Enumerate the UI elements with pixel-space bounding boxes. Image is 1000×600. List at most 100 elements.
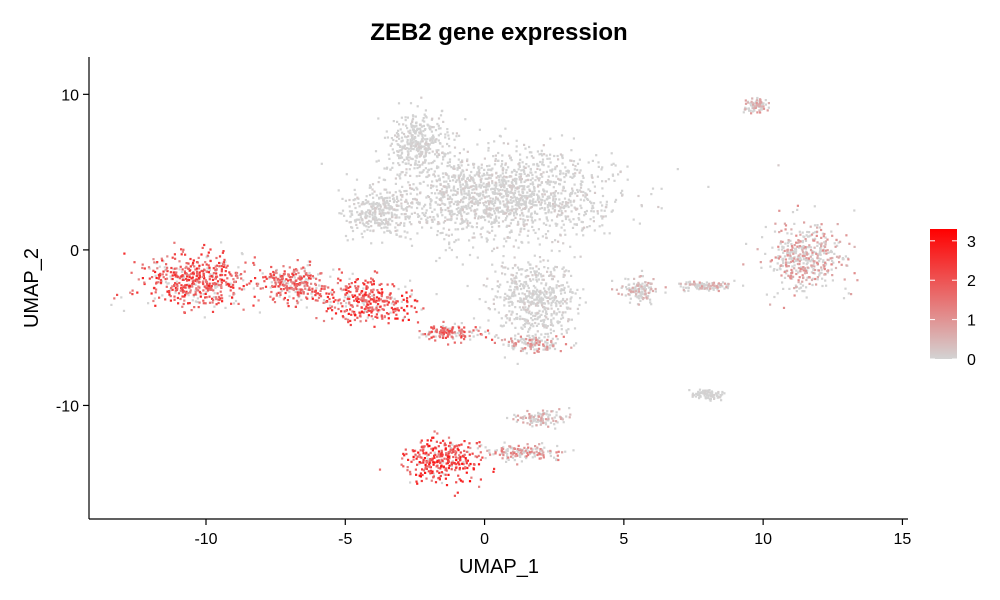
cell-point xyxy=(360,306,363,309)
cell-point xyxy=(517,187,520,190)
cell-point xyxy=(505,321,508,324)
cell-point xyxy=(547,165,550,168)
cell-point xyxy=(170,277,173,281)
cell-point xyxy=(500,192,503,195)
cell-point xyxy=(378,299,381,302)
cell-point xyxy=(742,284,745,287)
cell-point xyxy=(445,187,448,190)
cell-point xyxy=(524,306,527,309)
cell-point xyxy=(827,259,831,262)
cell-point xyxy=(207,251,210,254)
cell-point xyxy=(508,304,511,307)
cell-point xyxy=(518,318,522,321)
cell-point xyxy=(447,451,450,454)
cell-point xyxy=(429,198,432,201)
cell-point xyxy=(533,341,536,344)
cell-point xyxy=(541,235,544,238)
cell-point xyxy=(518,280,521,283)
cell-point xyxy=(465,462,468,465)
cell-point xyxy=(360,310,363,313)
cell-point xyxy=(360,203,363,206)
cell-point xyxy=(367,219,371,222)
cell-point xyxy=(372,283,375,286)
cell-point xyxy=(432,216,435,219)
cell-point xyxy=(279,291,282,294)
cell-point xyxy=(184,277,187,281)
cell-point xyxy=(538,168,542,171)
cell-point xyxy=(446,194,449,197)
cell-point xyxy=(608,232,611,235)
cell-point xyxy=(515,196,518,199)
cell-point xyxy=(306,288,309,291)
cell-point xyxy=(346,318,350,321)
cell-point xyxy=(143,281,146,284)
cell-point xyxy=(484,336,488,339)
cell-point xyxy=(303,285,306,288)
cell-point xyxy=(542,171,545,174)
cell-point xyxy=(405,168,408,171)
cell-point xyxy=(550,322,553,325)
cell-point xyxy=(406,139,409,142)
cell-point xyxy=(380,282,383,286)
cell-point xyxy=(214,268,217,272)
cell-point xyxy=(513,288,516,291)
cell-point xyxy=(515,201,518,204)
cell-point xyxy=(488,201,491,204)
cell-point xyxy=(515,272,518,275)
cell-point xyxy=(532,420,535,423)
cell-point xyxy=(399,173,402,176)
cell-point xyxy=(369,281,372,284)
cell-point xyxy=(539,198,542,201)
cell-point xyxy=(493,467,496,470)
cell-point xyxy=(197,267,201,270)
cell-point xyxy=(488,231,491,234)
cell-point xyxy=(187,291,190,295)
cell-point xyxy=(518,268,521,271)
cell-point xyxy=(368,186,371,189)
cell-point xyxy=(509,285,512,288)
cell-point xyxy=(176,287,179,290)
cell-point xyxy=(281,275,284,278)
cell-point xyxy=(193,306,196,309)
cell-point xyxy=(458,166,461,169)
cell-point xyxy=(519,230,522,233)
cell-point xyxy=(427,453,430,456)
cell-point xyxy=(455,444,459,448)
cell-point xyxy=(407,147,410,150)
cell-point xyxy=(383,223,386,226)
cell-point xyxy=(411,187,414,190)
cell-point xyxy=(484,189,487,192)
cell-point xyxy=(418,462,421,465)
cell-point xyxy=(405,291,408,294)
cell-point xyxy=(496,290,499,293)
cell-point xyxy=(388,293,391,296)
cell-point xyxy=(428,127,431,130)
cell-point xyxy=(541,319,544,322)
cell-point xyxy=(504,292,507,295)
cell-point xyxy=(472,180,475,183)
cell-point xyxy=(493,212,497,215)
cell-point xyxy=(493,163,497,166)
cell-point xyxy=(484,177,487,180)
cell-point xyxy=(510,230,513,233)
cell-point xyxy=(561,154,564,157)
cell-point xyxy=(302,292,305,295)
cell-point xyxy=(396,197,399,200)
cell-point xyxy=(524,200,527,203)
cell-point xyxy=(526,179,529,182)
cell-point xyxy=(801,246,804,249)
cell-point xyxy=(798,257,801,260)
cell-point xyxy=(403,190,406,193)
cell-point xyxy=(280,289,284,292)
cell-point xyxy=(496,285,499,288)
cell-point xyxy=(467,450,470,453)
cell-point xyxy=(497,159,500,162)
cell-point xyxy=(293,284,296,287)
cell-point xyxy=(483,196,486,199)
cell-point xyxy=(412,148,415,151)
cell-point xyxy=(718,285,721,289)
cell-point xyxy=(487,199,490,203)
cell-point xyxy=(445,189,448,192)
cell-point xyxy=(514,203,517,207)
cell-point xyxy=(536,343,539,346)
